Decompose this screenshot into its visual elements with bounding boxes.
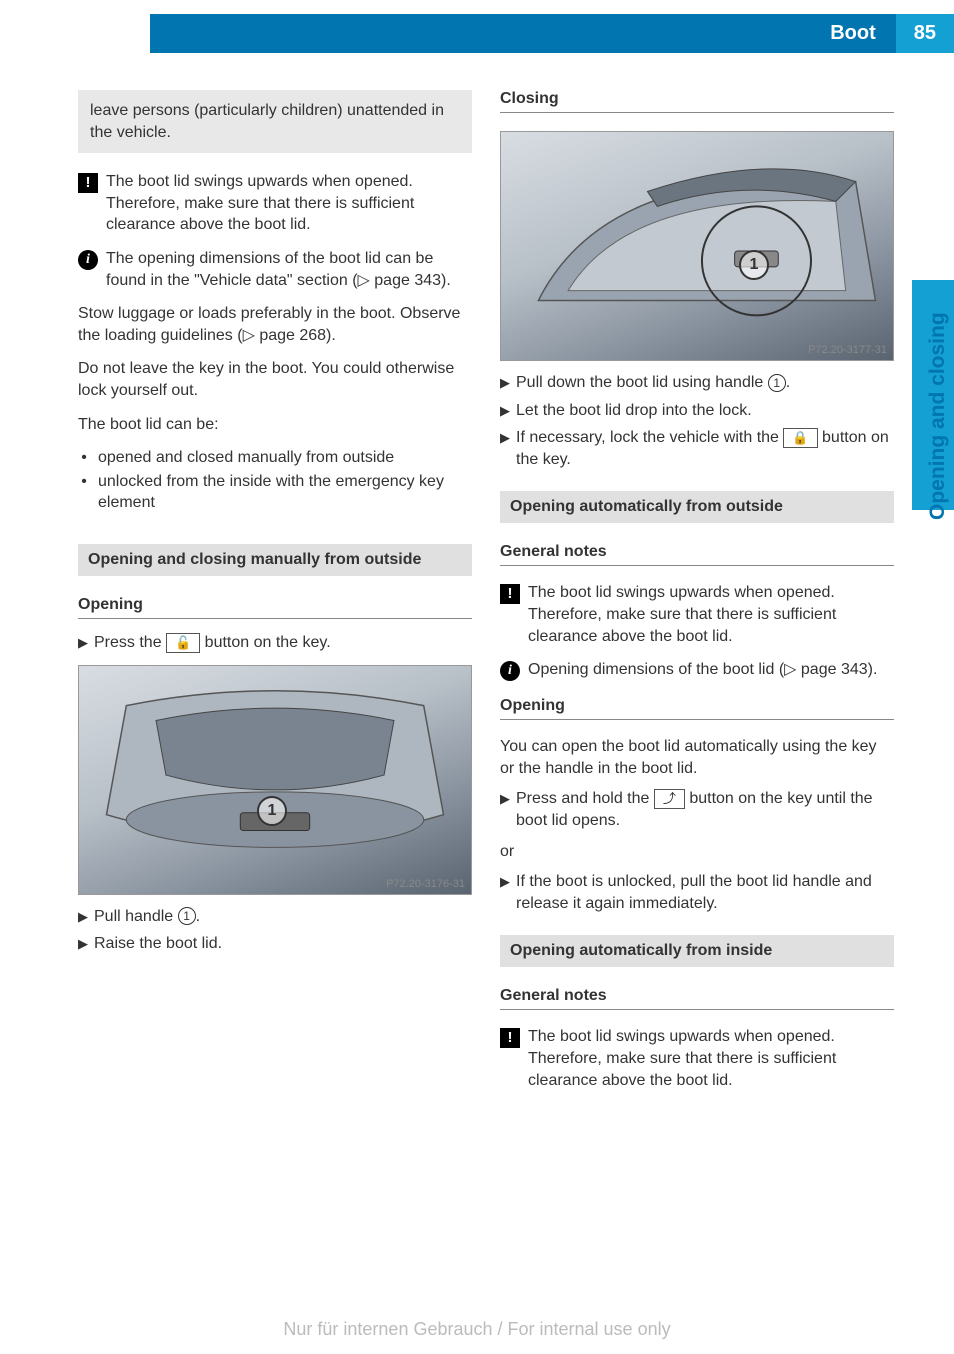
figure-boot-open: 1 P72.20-3177-31 bbox=[500, 131, 894, 361]
text-fragment: . bbox=[196, 908, 200, 925]
info-text: The opening dimensions of the boot lid c… bbox=[106, 248, 472, 291]
car-rear-illustration bbox=[79, 666, 471, 894]
circled-1-icon: 1 bbox=[768, 374, 786, 392]
step-text: If the boot is unlocked, pull the boot l… bbox=[516, 871, 894, 914]
arrow-icon: ▶ bbox=[500, 873, 510, 914]
step-item: ▶ Pull handle 1. bbox=[78, 906, 472, 928]
paragraph: The boot lid can be: bbox=[78, 414, 472, 436]
paragraph: Stow luggage or loads preferably in the … bbox=[78, 303, 472, 346]
arrow-icon: ▶ bbox=[500, 402, 510, 422]
section-heading: Opening and closing manually from outsid… bbox=[78, 544, 472, 576]
caution-note: ! The boot lid swings upwards when opene… bbox=[500, 1026, 894, 1091]
text-fragment: If necessary, lock the vehicle with the bbox=[516, 429, 783, 446]
text-fragment: Press and hold the bbox=[516, 790, 654, 807]
arrow-icon: ▶ bbox=[500, 790, 510, 831]
step-text: Raise the boot lid. bbox=[94, 933, 222, 955]
arrow-icon: ▶ bbox=[78, 935, 88, 955]
header-title: Boot bbox=[150, 14, 896, 53]
list-text: opened and closed manually from outside bbox=[98, 447, 394, 469]
step-text: If necessary, lock the vehicle with the … bbox=[516, 427, 894, 470]
step-text: Press the 🔓 button on the key. bbox=[94, 632, 331, 654]
circled-1-icon: 1 bbox=[178, 907, 196, 925]
list-item: • unlocked from the inside with the emer… bbox=[78, 471, 472, 514]
info-icon: i bbox=[78, 250, 98, 270]
info-note: i Opening dimensions of the boot lid (▷ … bbox=[500, 659, 894, 681]
warning-continuation: leave persons (particularly children) un… bbox=[78, 90, 472, 153]
exclamation-icon: ! bbox=[500, 584, 520, 604]
arrow-icon: ▶ bbox=[500, 374, 510, 394]
text-fragment: Pull handle bbox=[94, 908, 178, 925]
sub-heading: General notes bbox=[500, 543, 894, 566]
paragraph: You can open the boot lid automatically … bbox=[500, 736, 894, 779]
step-text: Pull handle 1. bbox=[94, 906, 200, 928]
text-fragment: Press the bbox=[94, 634, 166, 651]
callout-1: 1 bbox=[257, 796, 287, 826]
list-item: • opened and closed manually from outsid… bbox=[78, 447, 472, 469]
section-heading: Opening automatically from outside bbox=[500, 491, 894, 523]
bullet-list: • opened and closed manually from outsid… bbox=[78, 445, 472, 516]
caution-note: ! The boot lid swings upwards when opene… bbox=[78, 171, 472, 236]
step-text: Pull down the boot lid using handle 1. bbox=[516, 372, 790, 394]
caution-text: The boot lid swings upwards when opened.… bbox=[528, 1026, 894, 1091]
step-text: Press and hold the ⤴ button on the key u… bbox=[516, 788, 894, 831]
step-item: ▶ Press and hold the ⤴ button on the key… bbox=[500, 788, 894, 831]
side-tab-label: Opening and closing bbox=[926, 300, 950, 520]
trunk-key-icon: ⤴ bbox=[654, 789, 685, 809]
caution-note: ! The boot lid swings upwards when opene… bbox=[500, 582, 894, 647]
footer-watermark: Nur für internen Gebrauch / For internal… bbox=[0, 1319, 954, 1340]
caution-text: The boot lid swings upwards when opened.… bbox=[528, 582, 894, 647]
sub-heading: Opening bbox=[500, 697, 894, 720]
or-text: or bbox=[500, 841, 894, 863]
sub-heading: Opening bbox=[78, 596, 472, 619]
info-note: i The opening dimensions of the boot lid… bbox=[78, 248, 472, 291]
info-text: Opening dimensions of the boot lid (▷ pa… bbox=[528, 659, 894, 681]
info-icon: i bbox=[500, 661, 520, 681]
exclamation-icon: ! bbox=[78, 173, 98, 193]
exclamation-icon: ! bbox=[500, 1028, 520, 1048]
arrow-icon: ▶ bbox=[78, 908, 88, 928]
text-fragment: button on the key. bbox=[200, 634, 330, 651]
bullet-icon: • bbox=[78, 447, 90, 469]
car-boot-open-illustration bbox=[501, 132, 893, 360]
paragraph: Do not leave the key in the boot. You co… bbox=[78, 358, 472, 401]
figure-label: P72.20-3176-31 bbox=[386, 878, 465, 890]
step-item: ▶ Let the boot lid drop into the lock. bbox=[500, 400, 894, 422]
text-fragment: Pull down the boot lid using handle bbox=[516, 374, 768, 391]
sub-heading: Closing bbox=[500, 90, 894, 113]
text-fragment: . bbox=[786, 374, 790, 391]
page-header: Boot 85 bbox=[150, 14, 954, 53]
left-column: leave persons (particularly children) un… bbox=[78, 90, 472, 1294]
lock-key-icon: 🔒 bbox=[783, 428, 817, 448]
step-text: Let the boot lid drop into the lock. bbox=[516, 400, 752, 422]
sub-heading: General notes bbox=[500, 987, 894, 1010]
figure-boot-rear: 1 P72.20-3176-31 bbox=[78, 665, 472, 895]
content-area: leave persons (particularly children) un… bbox=[78, 90, 894, 1294]
caution-text: The boot lid swings upwards when opened.… bbox=[106, 171, 472, 236]
header-page-number: 85 bbox=[896, 14, 954, 53]
arrow-icon: ▶ bbox=[500, 429, 510, 470]
list-text: unlocked from the inside with the emerge… bbox=[98, 471, 472, 514]
arrow-icon: ▶ bbox=[78, 634, 88, 654]
step-item: ▶ If necessary, lock the vehicle with th… bbox=[500, 427, 894, 470]
step-item: ▶ Pull down the boot lid using handle 1. bbox=[500, 372, 894, 394]
unlock-key-icon: 🔓 bbox=[166, 633, 200, 653]
step-item: ▶ If the boot is unlocked, pull the boot… bbox=[500, 871, 894, 914]
callout-1: 1 bbox=[739, 250, 769, 280]
figure-label: P72.20-3177-31 bbox=[808, 344, 887, 356]
section-heading: Opening automatically from inside bbox=[500, 935, 894, 967]
step-item: ▶ Press the 🔓 button on the key. bbox=[78, 632, 472, 654]
right-column: Closing 1 P72.20-3177-31 ▶ Pull down the… bbox=[500, 90, 894, 1294]
step-item: ▶ Raise the boot lid. bbox=[78, 933, 472, 955]
bullet-icon: • bbox=[78, 471, 90, 514]
